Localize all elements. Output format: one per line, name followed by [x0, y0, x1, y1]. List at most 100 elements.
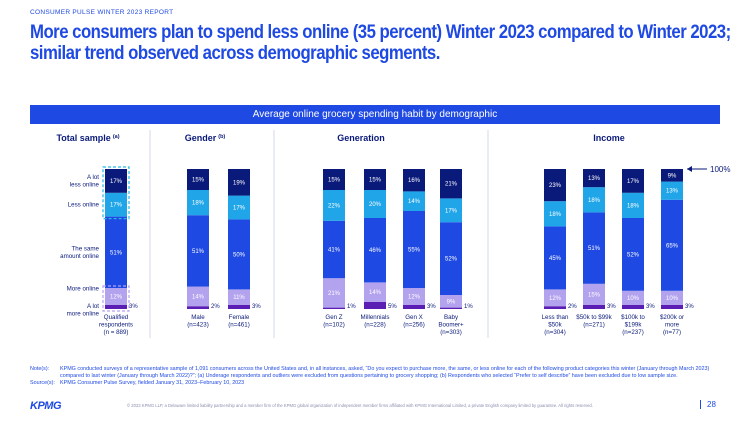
legend-a-lot-more: A lot — [87, 303, 99, 310]
category-label: (n=271) — [583, 322, 605, 329]
bar-segment — [187, 306, 209, 309]
stacked-bar-chart: Total sample (a) 3% 12% 51% 17% 17% Qualifiedre… — [56, 130, 730, 338]
category-label: (n=461) — [228, 322, 250, 329]
data-label: 55% — [408, 248, 421, 254]
highlight-box-more — [102, 285, 130, 312]
data-label: 51% — [192, 249, 205, 255]
data-label: 21% — [445, 182, 458, 188]
category-label: Male — [191, 314, 205, 321]
data-label: 14% — [408, 199, 421, 205]
data-label: 17% — [233, 206, 246, 212]
category-label: (n=256) — [403, 322, 425, 329]
data-label: 23% — [549, 183, 562, 189]
data-label: 45% — [549, 256, 562, 262]
notes-label: Note(s): — [30, 366, 50, 372]
bar-segment — [187, 286, 209, 307]
data-label: 65% — [666, 243, 679, 249]
bar-segment — [622, 304, 644, 309]
group-title-sup-0: (a) — [113, 134, 120, 140]
legend-a-lot-more: more online — [67, 311, 100, 318]
bar-segment — [105, 304, 127, 309]
data-label: 9% — [447, 299, 456, 305]
bar-segment — [228, 304, 250, 309]
bar-segment — [364, 302, 386, 309]
bar-segment — [187, 190, 209, 216]
data-label: 13% — [666, 189, 679, 195]
legend-a-lot-less: A lot — [87, 174, 99, 181]
group-title-sup-1: (b) — [218, 134, 225, 140]
bar-segment — [187, 215, 209, 287]
bar-segment — [544, 169, 566, 202]
data-label: 17% — [110, 179, 123, 185]
category-label: Baby — [444, 314, 459, 321]
bar-segment — [105, 192, 127, 217]
data-label: 12% — [110, 294, 123, 300]
data-label: 20% — [369, 202, 382, 208]
bar-segment — [622, 218, 644, 291]
data-label: 52% — [627, 252, 640, 258]
data-label: 15% — [192, 178, 205, 184]
data-label: 22% — [328, 203, 341, 209]
bar-segment — [187, 169, 209, 190]
bar-segment — [622, 169, 644, 193]
category-label: Female — [229, 314, 250, 321]
legend-more: More online — [67, 285, 100, 292]
bar-segment — [622, 290, 644, 305]
data-label: 17% — [110, 203, 123, 209]
category-label: Gen X — [405, 314, 423, 321]
bar-segment — [661, 199, 683, 291]
legend-less: Less online — [68, 202, 100, 209]
category-label: $50k to $99k — [576, 314, 612, 321]
data-label: 51% — [110, 250, 123, 256]
category-label: (n=237) — [622, 329, 644, 336]
data-label: 52% — [445, 257, 458, 263]
report-kicker: CONSUMER PULSE WINTER 2023 REPORT — [30, 9, 174, 16]
bar-segment — [440, 295, 462, 308]
group-title-3: Income — [593, 133, 625, 143]
category-label: Boomer+ — [438, 322, 464, 329]
data-label: 18% — [192, 201, 205, 207]
category-label: more — [665, 322, 680, 329]
bar-segment — [544, 201, 566, 227]
category-label: (n=77) — [663, 329, 681, 336]
category-label: Gen Z — [325, 314, 342, 321]
bar-segment — [583, 283, 605, 305]
bar-segment — [403, 211, 425, 288]
group-title-0: Total sample (a) — [56, 133, 119, 143]
data-label: 1% — [464, 304, 473, 310]
bar-segment — [583, 212, 605, 284]
bar-segment — [228, 219, 250, 290]
page-title-line-2: similar trend observed across demographi… — [30, 42, 440, 64]
data-label: 15% — [588, 292, 601, 298]
data-label: 50% — [233, 252, 246, 258]
bar-segment — [323, 169, 345, 190]
category-label: Less than — [542, 314, 569, 321]
data-label: 2% — [568, 304, 577, 310]
chart-title: Average online grocery spending habit by… — [30, 105, 720, 124]
group-title-2: Generation — [337, 133, 385, 143]
category-label: $50k — [548, 322, 562, 329]
page-title: More consumers plan to spend less online… — [30, 22, 731, 64]
data-label: 16% — [408, 178, 421, 184]
data-label: 9% — [668, 173, 677, 179]
category-label: $199k — [625, 322, 643, 329]
bar-segment — [105, 216, 127, 288]
data-label: 14% — [192, 294, 205, 300]
bar-segment — [661, 304, 683, 309]
bar-segment — [440, 198, 462, 223]
category-label: (n=304) — [544, 329, 566, 336]
bar-segment — [583, 187, 605, 213]
data-label: 12% — [549, 296, 562, 302]
data-label: 18% — [627, 203, 640, 209]
bar-segment — [622, 192, 644, 218]
source-label: Source(s): — [30, 380, 55, 386]
data-label: 3% — [646, 304, 655, 310]
data-label: 18% — [588, 198, 601, 204]
data-label: 19% — [233, 180, 246, 186]
bar-segment — [228, 195, 250, 220]
legend-same: The same — [71, 246, 99, 253]
bar-segment — [403, 288, 425, 305]
bar-segment — [364, 190, 386, 218]
bar-segment — [403, 304, 425, 309]
copyright-text: © 2023 KPMG LLP, a Delaware limited liab… — [127, 403, 593, 408]
